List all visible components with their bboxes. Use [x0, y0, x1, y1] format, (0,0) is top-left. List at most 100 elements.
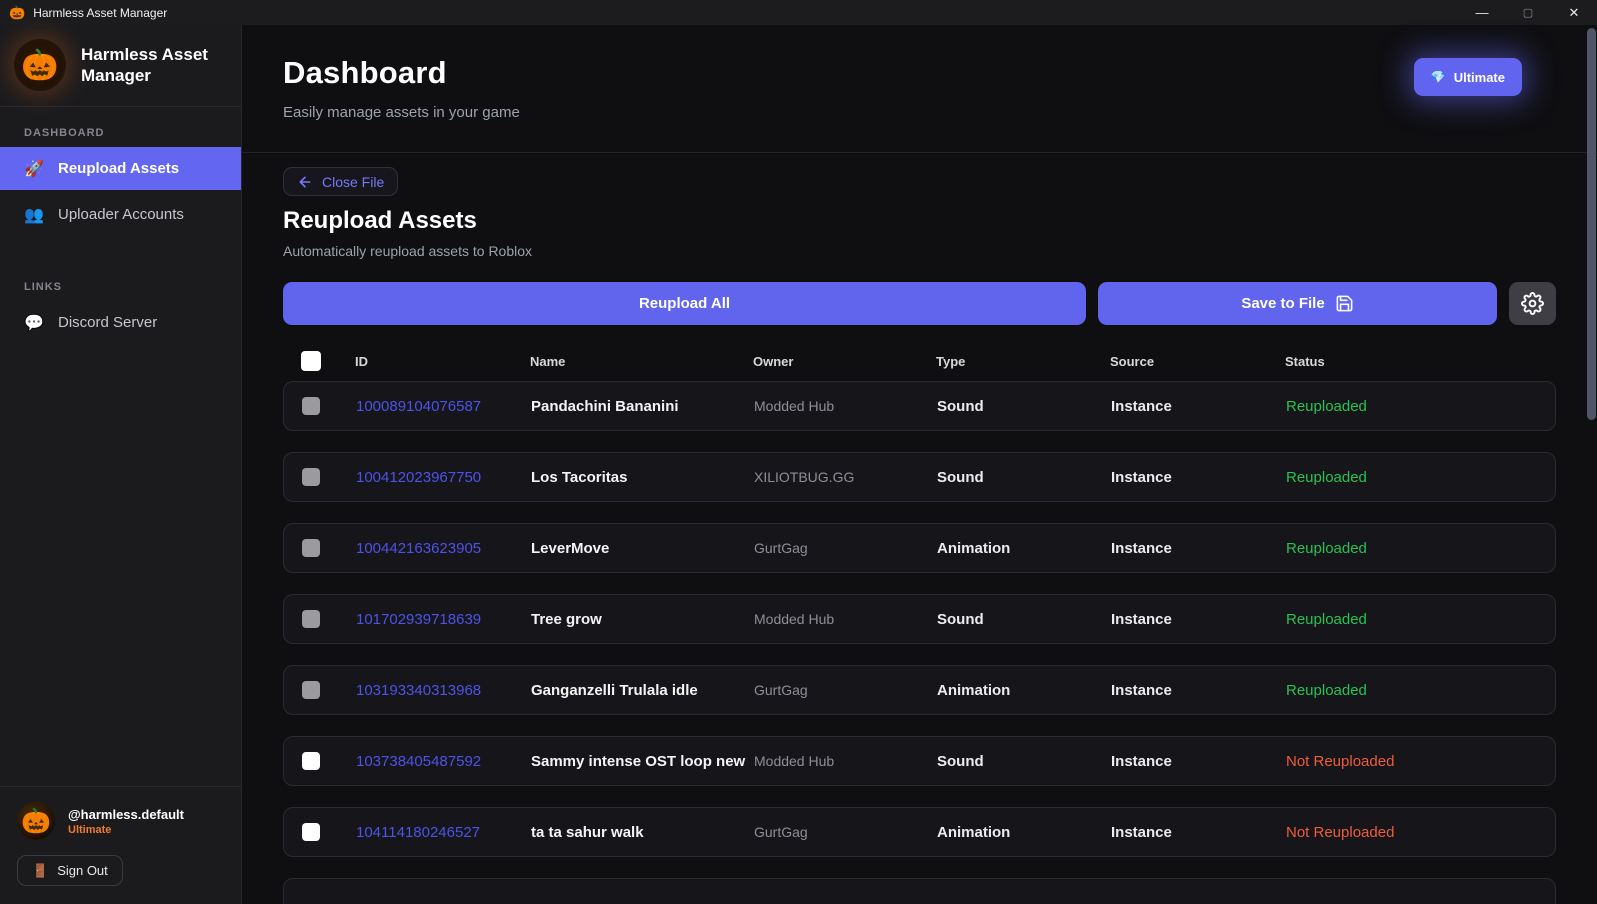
- status-badge: Reuploaded: [1286, 681, 1367, 699]
- asset-id-link[interactable]: 103193340313968: [356, 681, 482, 699]
- sidebar: 🎃 Harmless Asset Manager DASHBOARD 🚀 Reu…: [0, 25, 242, 904]
- arrow-left-icon: [299, 176, 311, 187]
- save-to-file-label: Save to File: [1241, 295, 1325, 312]
- sign-out-label: Sign Out: [57, 863, 108, 878]
- asset-owner: Modded Hub: [754, 753, 835, 769]
- nav-section-label-dashboard: DASHBOARD: [24, 127, 105, 139]
- table-row: 103738405487592 Sammy intense OST loop ne…: [283, 736, 1556, 786]
- actions-row: Reupload All Save to File: [283, 282, 1556, 325]
- asset-id-link[interactable]: 104114180246527: [356, 823, 481, 841]
- ultimate-button[interactable]: 💎 Ultimate: [1413, 58, 1522, 96]
- asset-type: Animation: [937, 539, 1011, 557]
- app-logo: 🎃: [14, 39, 66, 91]
- asset-id-link[interactable]: 100442163623905: [356, 539, 482, 557]
- brand-name: Harmless Asset Manager: [81, 44, 208, 85]
- sign-out-button[interactable]: 🚪 Sign Out: [17, 855, 123, 886]
- nav-section-label-links: LINKS: [24, 281, 62, 293]
- row-checkbox[interactable]: [302, 397, 320, 415]
- maximize-button[interactable]: ▢: [1522, 7, 1534, 19]
- asset-owner: Modded Hub: [754, 398, 835, 414]
- people-icon: 👥: [24, 206, 44, 224]
- sidebar-item-label: Uploader Accounts: [58, 206, 184, 223]
- table-header: ID Name Owner Type Source Status: [283, 341, 1556, 381]
- pumpkin-avatar-icon: 🎃: [21, 807, 51, 835]
- main-content: Dashboard Easily manage assets in your g…: [242, 25, 1597, 904]
- column-header-name: Name: [530, 353, 566, 369]
- asset-name: Sammy intense OST loop new: [531, 752, 746, 770]
- row-checkbox[interactable]: [302, 610, 320, 628]
- asset-name: Ganganzelli Trulala idle: [531, 681, 698, 699]
- save-to-file-button[interactable]: Save to File: [1098, 282, 1497, 325]
- asset-owner: XILIOTBUG.GG: [754, 469, 855, 485]
- sidebar-item-reupload-assets[interactable]: 🚀 Reupload Assets: [0, 147, 241, 190]
- rocket-icon: 🚀: [24, 160, 44, 178]
- row-checkbox[interactable]: [302, 681, 320, 699]
- section-title: Reupload Assets: [283, 207, 477, 234]
- row-checkbox[interactable]: [302, 468, 320, 486]
- sidebar-item-uploader-accounts[interactable]: 👥 Uploader Accounts: [0, 193, 241, 236]
- asset-source: Instance: [1111, 752, 1172, 770]
- asset-type: Sound: [937, 397, 984, 415]
- row-checkbox[interactable]: [302, 823, 320, 841]
- asset-name: Los Tacoritas: [531, 468, 628, 486]
- table-row: 101702939718639 Tree grow Modded Hub Sound I…: [283, 594, 1556, 644]
- sidebar-nav: DASHBOARD 🚀 Reupload Assets 👥 Uploader A…: [0, 107, 241, 347]
- asset-id-link[interactable]: 101702939718639: [356, 610, 482, 628]
- asset-type: Sound: [937, 610, 984, 628]
- asset-type: Sound: [937, 468, 984, 486]
- asset-type: Animation: [937, 681, 1011, 699]
- column-header-id: ID: [355, 353, 368, 369]
- asset-type: Animation: [937, 823, 1011, 841]
- page-subtitle: Easily manage assets in your game: [283, 104, 520, 121]
- asset-type: Sound: [937, 752, 984, 770]
- user-handle: @harmless.default: [68, 806, 184, 822]
- row-checkbox[interactable]: [302, 539, 320, 557]
- page-header: Dashboard Easily manage assets in your g…: [242, 25, 1597, 153]
- asset-name: Pandachini Bananini: [531, 397, 679, 415]
- column-header-type: Type: [936, 353, 966, 369]
- window-title: Harmless Asset Manager: [33, 5, 168, 20]
- asset-owner: GurtGag: [754, 824, 808, 840]
- select-all-checkbox[interactable]: [301, 351, 321, 371]
- pumpkin-logo-icon: 🎃: [21, 48, 59, 82]
- column-header-owner: Owner: [753, 353, 794, 369]
- ultimate-button-label: Ultimate: [1453, 69, 1505, 85]
- user-section: 🎃 @harmless.default Ultimate 🚪 Sign Out: [0, 786, 241, 904]
- row-checkbox[interactable]: [302, 752, 320, 770]
- speech-bubble-icon: 💬: [24, 314, 44, 332]
- column-header-status: Status: [1285, 353, 1325, 369]
- titlebar: 🎃 Harmless Asset Manager — ▢ ✕: [0, 0, 1597, 25]
- close-file-button[interactable]: Close File: [283, 167, 399, 196]
- minimize-button[interactable]: —: [1475, 5, 1489, 20]
- asset-source: Instance: [1111, 610, 1172, 628]
- brand: 🎃 Harmless Asset Manager: [0, 25, 241, 107]
- asset-name: Tree grow: [531, 610, 602, 628]
- table-row: 100442163623905 LeverMove GurtGag Animation…: [283, 523, 1556, 573]
- status-badge: Reuploaded: [1286, 610, 1367, 628]
- asset-id-link[interactable]: 103738405487592: [356, 752, 482, 770]
- status-badge: Reuploaded: [1286, 397, 1367, 415]
- reupload-all-label: Reupload All: [638, 295, 731, 312]
- table-row: 100089104076587 Pandachini Bananini Modded…: [283, 381, 1556, 431]
- asset-id-link[interactable]: 100412023967750: [356, 468, 482, 486]
- user-tier-badge: Ultimate: [68, 823, 112, 836]
- diamond-icon: 💎: [1430, 70, 1446, 84]
- close-button[interactable]: ✕: [1568, 4, 1580, 20]
- page-title: Dashboard: [283, 55, 447, 90]
- settings-button[interactable]: [1509, 282, 1556, 325]
- asset-source: Instance: [1111, 468, 1172, 486]
- sidebar-item-label: Discord Server: [58, 314, 158, 331]
- sidebar-item-discord-server[interactable]: 💬 Discord Server: [0, 301, 241, 344]
- asset-source: Instance: [1111, 823, 1172, 841]
- asset-id-link[interactable]: 100089104076587: [356, 397, 482, 415]
- table-row-partial: [283, 878, 1556, 904]
- vertical-scrollbar-thumb[interactable]: [1587, 28, 1596, 420]
- gear-icon: [1521, 292, 1544, 315]
- floppy-save-icon: [1336, 295, 1353, 312]
- asset-table: 100089104076587 Pandachini Bananini Modded…: [283, 381, 1556, 904]
- reupload-all-button[interactable]: Reupload All: [283, 282, 1086, 325]
- table-row: 103193340313968 Ganganzelli Trulala idle G…: [283, 665, 1556, 715]
- asset-owner: Modded Hub: [754, 611, 835, 627]
- avatar: 🎃: [17, 802, 55, 840]
- status-badge: Reuploaded: [1286, 539, 1367, 557]
